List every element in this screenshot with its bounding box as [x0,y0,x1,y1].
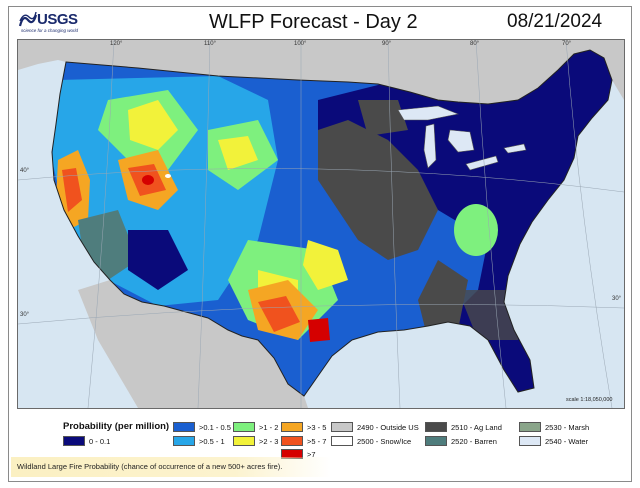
legend-label: >5 - 7 [307,436,327,446]
usgs-logo-tagline: science for a changing world [21,28,79,33]
legend-swatch [519,436,541,446]
legend-swatch [281,422,303,432]
canada-outside-us [18,40,624,104]
legend-item: >2 - 3 [233,436,278,446]
forecast-map-figure: USGS science for a changing world WLFP F… [8,6,632,482]
lat-label: 30° [20,312,30,318]
meridian-70 [565,40,613,408]
legend-label: 2500 - Snow/Ice [357,436,412,446]
footer-text: Wildland Large Fire Probability (chance … [17,462,283,471]
parallel-40 [18,168,624,193]
legend-swatch [63,436,85,446]
legend-item: >5 - 7 [281,436,326,446]
legend-swatch [425,422,447,432]
legend-item: 2540 - Water [519,436,588,446]
legend-swatch [331,422,353,432]
scale-text: scale 1:18,050,000 [566,397,613,403]
lat-label: 40° [20,168,30,174]
legend-label: 2520 - Barren [451,436,497,446]
legend-item: >0.1 - 0.5 [173,422,231,432]
meridian-120 [87,40,115,408]
legend-label: >7 [307,449,316,459]
legend-label: >2 - 3 [259,436,279,446]
legend-swatch [281,436,303,446]
parallel-30 [18,304,624,325]
lon-label: 100° [294,41,307,47]
legend-item: 2520 - Barren [425,436,497,446]
map-graphic [18,40,624,408]
legend-label: >0.5 - 1 [199,436,225,446]
legend-item: >3 - 5 [281,422,326,432]
legend-label: 2530 - Marsh [545,422,590,432]
legend-swatch [519,422,541,432]
legend-label: >1 - 2 [259,422,279,432]
meridian-90 [387,40,401,408]
lat-label: 30° [612,296,622,302]
forecast-date: 08/21/2024 [507,11,603,32]
map-title: WLFP Forecast - Day 2 [209,11,418,33]
lake-erie [465,155,499,171]
lon-label: 110° [204,41,216,47]
lon-label: 90° [382,41,392,47]
mexico-outside-us [78,280,308,408]
footer-note: Wildland Large Fire Probability (chance … [11,457,331,477]
legend-item: 0 - 0.1 [63,436,110,446]
legend-item: 2500 - Snow/Ice [331,436,411,446]
legend-label: >0.1 - 0.5 [199,422,231,432]
legend-item: >0.5 - 1 [173,436,225,446]
probability-map: 120° 110° 100° 90° 80° 70° 40° 30° 30° s… [17,39,625,409]
legend-swatch [233,422,255,432]
lake-huron [447,129,475,153]
us-border [51,49,613,397]
legend-swatch [425,436,447,446]
legend: Probability (per million) 0 - 0.1 >0.1 -… [9,411,631,461]
legend-label: 0 - 0.1 [89,436,111,446]
usgs-logo: USGS science for a changing world [19,11,91,37]
meridian-110 [197,40,211,408]
lake-superior [397,105,460,121]
legend-swatch [173,436,195,446]
lake-michigan [423,123,437,169]
meridian-80 [475,40,507,408]
legend-item: 2490 - Outside US [331,422,419,432]
lake-ontario [503,143,527,154]
lon-label: 120° [110,41,123,47]
legend-item: 2530 - Marsh [519,422,589,432]
lon-label: 80° [470,41,480,47]
legend-title: Probability (per million) [63,421,170,432]
legend-swatch [173,422,195,432]
legend-label: 2490 - Outside US [357,422,419,432]
legend-label: >3 - 5 [307,422,327,432]
legend-item: >1 - 2 [233,422,278,432]
usgs-logo-text: USGS [37,11,78,28]
legend-swatch [331,436,353,446]
legend-swatch [233,436,255,446]
legend-item: 2510 - Ag Land [425,422,502,432]
legend-label: 2510 - Ag Land [451,422,502,432]
legend-label: 2540 - Water [545,436,589,446]
usgs-logo-mark [19,12,37,27]
lon-label: 70° [562,41,572,47]
graticule [18,40,624,408]
